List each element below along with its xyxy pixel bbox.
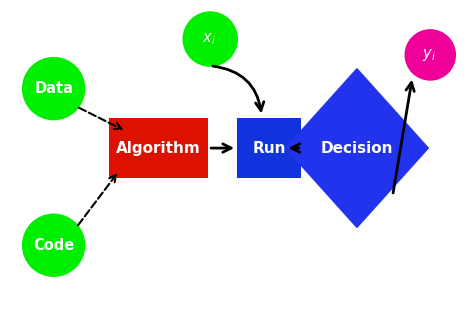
Text: Code: Code [33,238,74,253]
Text: $x_i$: $x_i$ [202,31,216,47]
Ellipse shape [404,29,456,81]
Text: Run: Run [253,141,286,155]
Polygon shape [285,69,428,228]
Text: $y_i$: $y_i$ [422,47,436,63]
Text: Algorithm: Algorithm [116,141,201,155]
Ellipse shape [182,11,238,67]
FancyBboxPatch shape [237,118,301,178]
FancyBboxPatch shape [109,118,208,178]
Text: Data: Data [34,81,73,96]
Text: Decision: Decision [321,141,393,155]
Ellipse shape [22,57,85,120]
Ellipse shape [22,214,85,277]
